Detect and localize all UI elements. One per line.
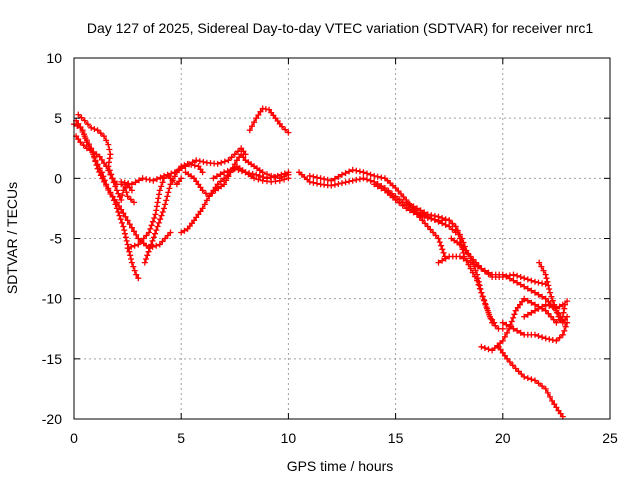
plus-markers — [536, 259, 571, 326]
plus-markers — [306, 166, 448, 260]
plus-markers — [118, 145, 249, 188]
series-arc-7 — [118, 145, 249, 188]
plus-markers — [521, 298, 571, 320]
y-tick-label: -15 — [42, 351, 62, 367]
series-arc-11 — [246, 105, 292, 136]
series-arc-15 — [403, 199, 498, 326]
plus-markers — [210, 165, 292, 182]
series-layer — [71, 105, 571, 420]
y-axis-label: SDTVAR / TECUs — [4, 182, 20, 294]
plus-markers — [73, 133, 135, 203]
series-arc-8 — [178, 151, 292, 236]
grid-lines — [74, 58, 610, 419]
plus-markers — [448, 235, 549, 288]
series-arc-19 — [495, 343, 566, 420]
x-tick-label: 25 — [602, 430, 618, 446]
series-arc-21 — [521, 298, 571, 320]
plus-markers — [495, 343, 566, 420]
x-tick-label: 5 — [177, 430, 185, 446]
series-arc-22 — [536, 259, 571, 326]
series-arc-10 — [210, 165, 292, 182]
series-arc-17 — [448, 235, 549, 288]
y-tick-label: 10 — [46, 50, 62, 66]
plus-markers — [403, 199, 498, 326]
y-tick-label: 0 — [54, 170, 62, 186]
plus-markers — [246, 105, 292, 136]
series-arc-13 — [306, 166, 448, 260]
y-tick-label: -5 — [50, 231, 63, 247]
y-tick-label: -10 — [42, 291, 62, 307]
x-tick-label: 0 — [70, 430, 78, 446]
series-arc-4 — [73, 133, 135, 203]
plus-markers — [73, 117, 174, 252]
y-tick-label: 5 — [54, 110, 62, 126]
plus-markers — [499, 319, 571, 344]
x-axis-label: GPS time / hours — [287, 458, 394, 474]
x-tick-label: 20 — [495, 430, 511, 446]
y-tick-label: -20 — [42, 411, 62, 427]
series-arc-20 — [499, 319, 571, 344]
axis-ticks: 0 5 10 15 20 25 -20 -15 -10 -5 0 5 10 — [42, 50, 618, 446]
plus-markers — [141, 160, 206, 266]
x-tick-label: 15 — [388, 430, 404, 446]
x-tick-label: 10 — [281, 430, 297, 446]
chart-title: Day 127 of 2025, Sidereal Day-to-day VTE… — [87, 20, 593, 36]
